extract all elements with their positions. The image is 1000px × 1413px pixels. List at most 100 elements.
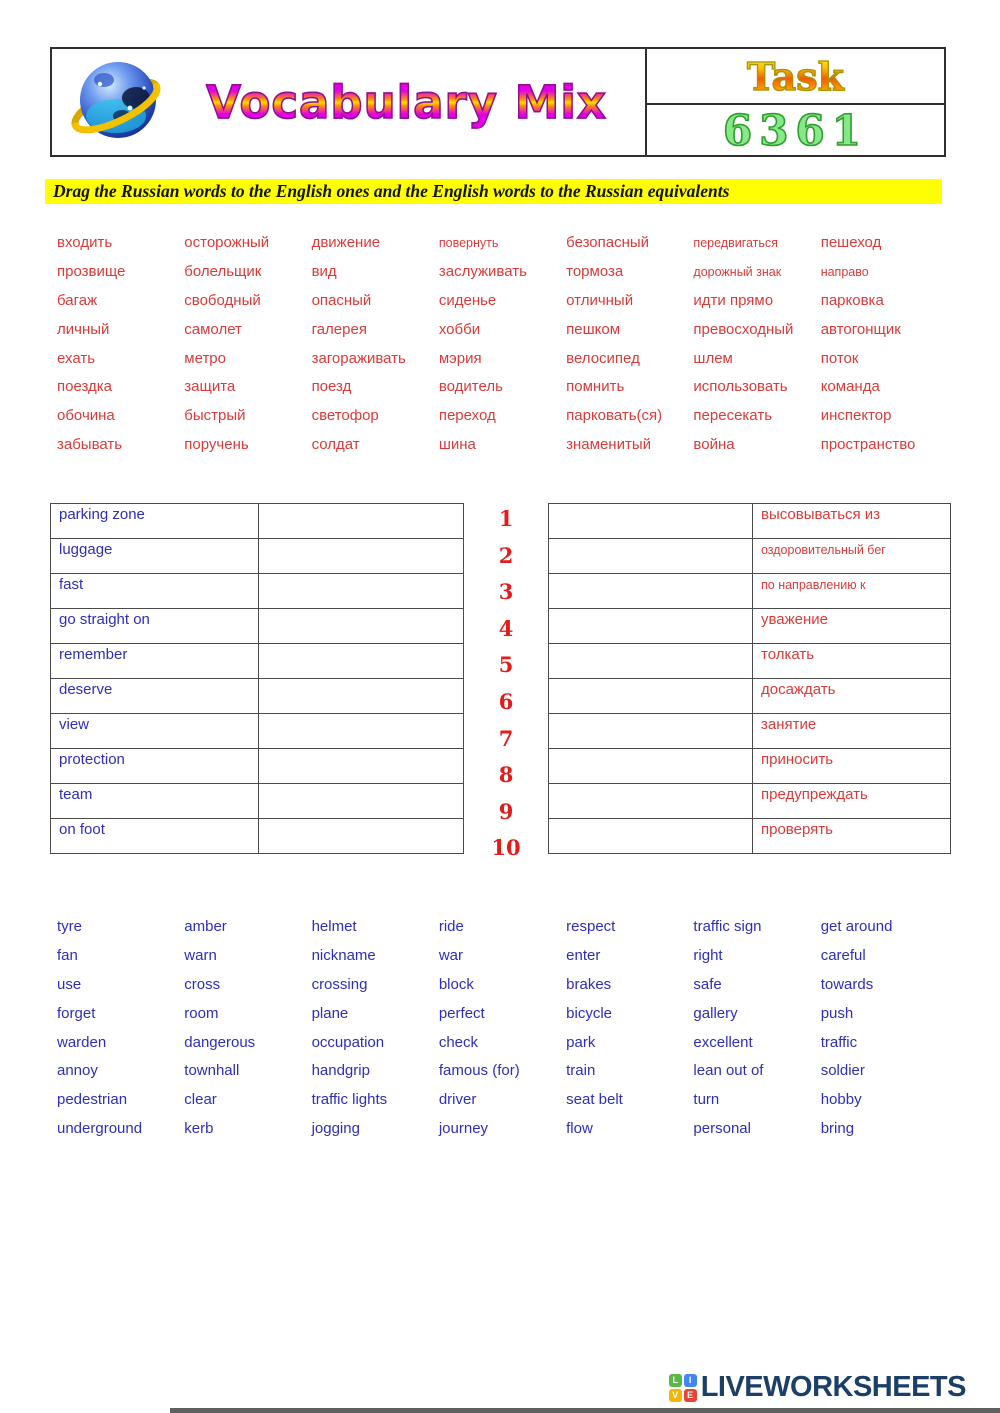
russian-word[interactable]: пространство <box>820 436 916 454</box>
drop-cell[interactable] <box>258 783 464 819</box>
english-word[interactable]: push <box>820 1004 854 1022</box>
russian-word[interactable]: светофор <box>311 407 379 425</box>
english-word[interactable]: townhall <box>184 1062 240 1080</box>
english-word[interactable]: amber <box>184 918 227 935</box>
russian-word[interactable]: вид <box>311 262 337 280</box>
russian-word[interactable]: ехать <box>57 349 96 367</box>
russian-word[interactable]: пешком <box>566 320 621 338</box>
russian-word[interactable]: поездка <box>57 378 113 396</box>
english-word[interactable]: traffic <box>820 1033 858 1051</box>
english-word[interactable]: towards <box>820 975 874 993</box>
english-word[interactable]: jogging <box>311 1120 360 1138</box>
english-word[interactable]: traffic sign <box>693 918 762 935</box>
drop-cell[interactable] <box>258 538 464 574</box>
english-word[interactable]: soldier <box>820 1062 865 1080</box>
english-word[interactable]: careful <box>820 946 866 964</box>
drop-cell[interactable] <box>548 608 753 644</box>
english-word[interactable]: enter <box>566 946 601 964</box>
drop-cell[interactable] <box>258 503 464 539</box>
english-word[interactable]: perfect <box>438 1004 485 1022</box>
english-word[interactable]: war <box>438 946 464 964</box>
russian-word[interactable]: галерея <box>311 320 367 338</box>
english-word[interactable]: right <box>693 946 723 964</box>
russian-word[interactable]: самолет <box>184 320 242 338</box>
russian-word[interactable]: тормоза <box>566 262 624 280</box>
drop-cell[interactable] <box>548 538 753 574</box>
english-word[interactable]: famous (for) <box>438 1062 520 1080</box>
russian-word[interactable]: команда <box>820 378 880 396</box>
english-word[interactable]: tyre <box>57 918 83 935</box>
russian-word[interactable]: отличный <box>566 291 634 309</box>
english-word[interactable]: plane <box>311 1004 349 1022</box>
russian-word[interactable]: свободный <box>184 291 261 309</box>
english-word[interactable]: block <box>438 975 474 993</box>
drop-cell[interactable] <box>258 818 464 854</box>
english-word[interactable]: journey <box>438 1120 489 1138</box>
russian-word[interactable]: забывать <box>57 436 123 454</box>
russian-word[interactable]: болельщик <box>184 262 262 280</box>
drop-cell[interactable] <box>548 713 753 749</box>
russian-word[interactable]: быстрый <box>184 407 246 425</box>
russian-word[interactable]: передвигаться <box>693 236 778 250</box>
russian-word[interactable]: хобби <box>438 320 481 338</box>
english-word[interactable]: gallery <box>693 1004 738 1022</box>
english-word[interactable]: forget <box>57 1004 96 1022</box>
english-word[interactable]: dangerous <box>184 1033 256 1051</box>
drop-cell[interactable] <box>548 573 753 609</box>
english-word[interactable]: respect <box>566 918 616 935</box>
drop-cell[interactable] <box>258 678 464 714</box>
russian-word[interactable]: мэрия <box>438 349 482 367</box>
drop-cell[interactable] <box>548 643 753 679</box>
english-word[interactable]: driver <box>438 1091 477 1109</box>
russian-word[interactable]: солдат <box>311 436 360 454</box>
russian-word[interactable]: защита <box>184 378 236 396</box>
english-word[interactable]: get around <box>820 918 893 935</box>
drop-cell[interactable] <box>548 748 753 784</box>
english-word[interactable]: nickname <box>311 946 376 964</box>
english-word[interactable]: park <box>566 1033 596 1051</box>
english-word[interactable]: underground <box>57 1120 143 1138</box>
english-word[interactable]: kerb <box>184 1120 214 1138</box>
english-word[interactable]: excellent <box>693 1033 753 1051</box>
russian-word[interactable]: направо <box>820 264 869 279</box>
english-word[interactable]: warden <box>57 1033 107 1051</box>
english-word[interactable]: cross <box>184 975 221 993</box>
drop-cell[interactable] <box>548 783 753 819</box>
english-word[interactable]: room <box>184 1004 219 1022</box>
russian-word[interactable]: поток <box>820 349 859 367</box>
russian-word[interactable]: использовать <box>693 378 788 396</box>
russian-word[interactable]: пешеход <box>820 234 882 251</box>
english-word[interactable]: clear <box>184 1091 217 1109</box>
russian-word[interactable]: загораживать <box>311 349 406 367</box>
english-word[interactable]: personal <box>693 1120 751 1138</box>
english-word[interactable]: train <box>566 1062 596 1080</box>
english-word[interactable]: safe <box>693 975 722 993</box>
russian-word[interactable]: поезд <box>311 378 352 396</box>
russian-word[interactable]: пересекать <box>693 407 773 425</box>
russian-word[interactable]: осторожный <box>184 234 270 251</box>
english-word[interactable]: lean out of <box>693 1062 764 1080</box>
english-word[interactable]: turn <box>693 1091 720 1109</box>
russian-word[interactable]: идти прямо <box>693 291 774 309</box>
drop-cell[interactable] <box>548 678 753 714</box>
english-word[interactable]: brakes <box>566 975 612 993</box>
russian-word[interactable]: знаменитый <box>566 436 651 454</box>
english-word[interactable]: bring <box>820 1120 855 1138</box>
english-word[interactable]: check <box>438 1033 479 1051</box>
drop-cell[interactable] <box>548 818 753 854</box>
english-word[interactable]: ride <box>438 918 464 935</box>
english-word[interactable]: warn <box>184 946 217 964</box>
russian-word[interactable]: прозвище <box>57 262 126 280</box>
english-word[interactable]: handgrip <box>311 1062 370 1080</box>
drop-cell[interactable] <box>258 748 464 784</box>
russian-word[interactable]: входить <box>57 234 113 251</box>
english-word[interactable]: flow <box>566 1120 593 1138</box>
drop-cell[interactable] <box>258 573 464 609</box>
russian-word[interactable]: багаж <box>57 291 98 309</box>
russian-word[interactable]: шина <box>438 436 476 454</box>
russian-word[interactable]: шлем <box>693 349 733 367</box>
drop-cell[interactable] <box>258 608 464 644</box>
russian-word[interactable]: парковка <box>820 291 884 309</box>
russian-word[interactable]: личный <box>57 320 110 338</box>
drop-cell[interactable] <box>548 503 753 539</box>
